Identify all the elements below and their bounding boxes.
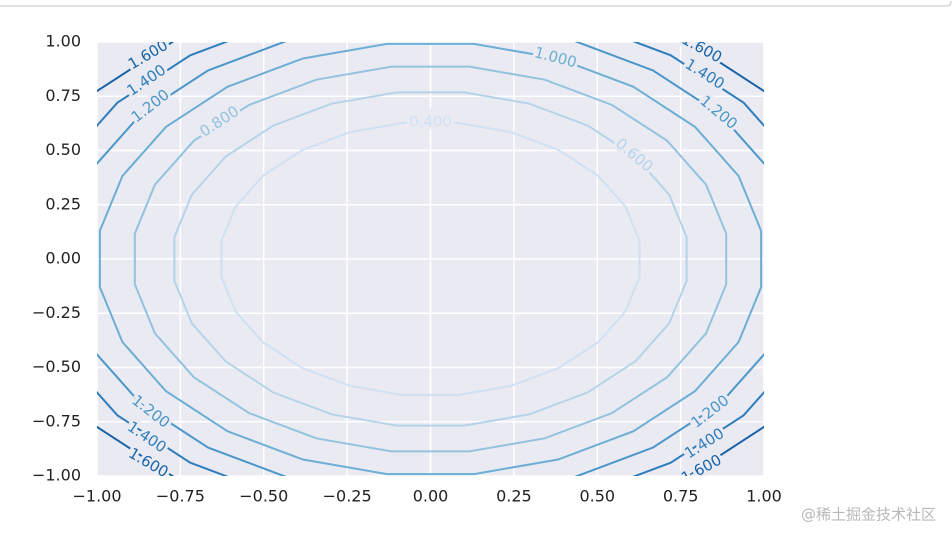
x-tick-label: −0.25: [323, 487, 372, 506]
y-tick-label: 0.50: [45, 140, 81, 159]
x-tick-label: 0.25: [496, 487, 532, 506]
x-tick-label: 0.75: [663, 487, 699, 506]
y-tick-label: −0.75: [32, 411, 81, 430]
y-tick-label: 0.00: [45, 249, 81, 268]
contour-line: [97, 42, 764, 476]
y-tick-label: −1.00: [32, 466, 81, 485]
ticks: −1.00 −0.75 −0.50 −0.25 0.00 0.25 0.50 0.75 1.00…: [32, 32, 782, 506]
x-tick-label: 0.50: [579, 487, 615, 506]
y-tick-label: −0.25: [32, 303, 81, 322]
contour-line: [97, 42, 764, 476]
contour-line: [173, 91, 688, 427]
x-tick-label: 1.00: [746, 487, 782, 506]
contours: [97, 42, 764, 476]
contour-line: [133, 65, 728, 453]
x-tick-label: −0.50: [239, 487, 288, 506]
y-tick-label: 0.75: [45, 86, 81, 105]
x-tick-label: −1.00: [72, 487, 121, 506]
frame-border: [0, 0, 952, 7]
contour-line: [220, 121, 641, 397]
y-tick-label: 1.00: [45, 32, 81, 51]
y-tick-label: 0.25: [45, 194, 81, 213]
contour-line: [98, 42, 763, 476]
contour-label: 0.400: [409, 112, 452, 130]
x-tick-label: 0.00: [413, 487, 449, 506]
x-tick-label: −0.75: [156, 487, 205, 506]
watermark: @稀土掘金技术社区: [801, 506, 936, 524]
y-tick-label: −0.50: [32, 357, 81, 376]
grid: [96, 41, 765, 477]
